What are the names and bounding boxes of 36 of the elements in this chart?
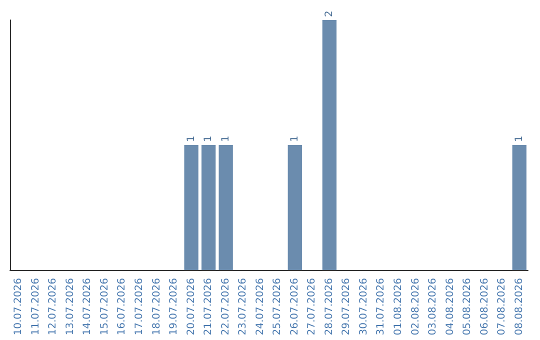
data-label: 1: [186, 136, 197, 142]
x-tick-label: 23.07.2026: [238, 278, 249, 336]
x-tick-label: 07.08.2026: [496, 278, 508, 336]
x-tick-label: 04.08.2026: [444, 278, 456, 336]
x-tick-label: 30.07.2026: [358, 278, 370, 336]
x-tick-label: 14.07.2026: [82, 278, 94, 336]
x-tick-label: 12.07.2026: [48, 278, 59, 336]
x-tick-label: 17.07.2026: [134, 278, 145, 336]
x-tick-label: 31.07.2026: [376, 278, 387, 336]
x-tick-label: 20.07.2026: [186, 278, 197, 336]
x-tick-label: 26.07.2026: [289, 278, 300, 336]
x-tick-label: 21.07.2026: [203, 278, 214, 336]
x-tick-label: 08.08.2026: [514, 278, 525, 336]
x-tick-label: 25.07.2026: [272, 278, 284, 336]
x-tick-label: 28.07.2026: [324, 278, 335, 336]
x-tick-label: 29.07.2026: [341, 278, 352, 336]
data-label: 1: [203, 136, 214, 142]
x-tick-label: 01.08.2026: [393, 278, 404, 336]
x-tick-label: 22.07.2026: [220, 278, 232, 336]
x-tick-label: 11.07.2026: [30, 278, 42, 336]
data-label: 1: [514, 136, 525, 142]
x-tick-label: 03.08.2026: [428, 278, 439, 336]
x-tick-label: 02.08.2026: [410, 278, 422, 336]
x-tick-label: 10.07.2026: [13, 278, 24, 336]
x-tick-label: 27.07.2026: [306, 278, 318, 336]
x-tick-label: 05.08.2026: [462, 278, 474, 336]
x-tick-label: 16.07.2026: [116, 278, 128, 336]
x-tick-label: 24.07.2026: [254, 278, 266, 336]
x-tick-label: 06.08.2026: [479, 278, 490, 336]
x-tick-label: 15.07.2026: [99, 278, 110, 336]
data-label: 2: [324, 10, 335, 17]
data-label: 1: [220, 136, 232, 142]
x-tick-label: 13.07.2026: [64, 278, 76, 336]
x-tick-label: 18.07.2026: [151, 278, 162, 336]
x-tick-label: 19.07.2026: [168, 278, 180, 336]
data-label: 1: [289, 136, 300, 142]
